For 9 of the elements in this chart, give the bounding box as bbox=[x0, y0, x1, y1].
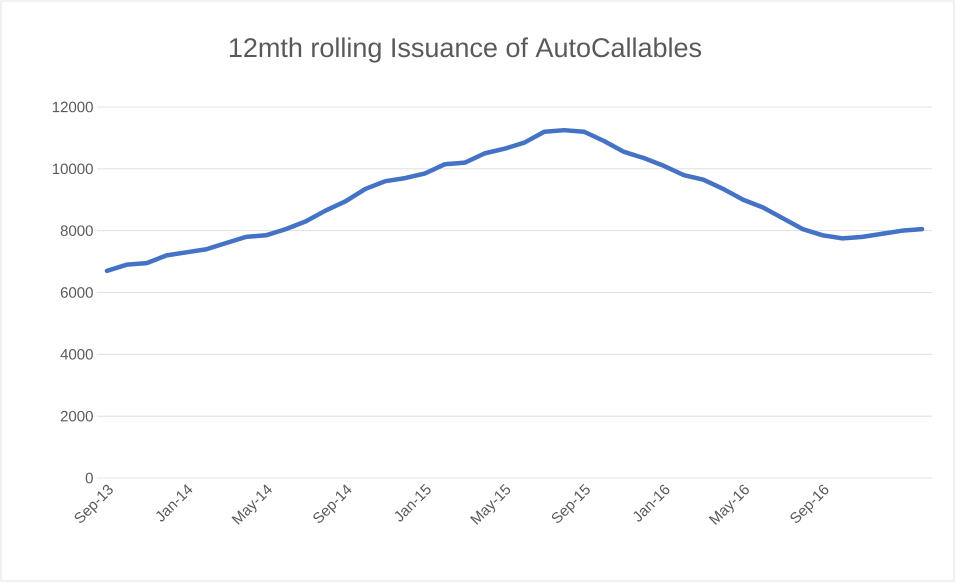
y-tick-label: 12000 bbox=[52, 102, 93, 112]
y-tick-label: 8000 bbox=[60, 225, 93, 236]
line-series bbox=[104, 128, 924, 274]
y-tick-label: 6000 bbox=[60, 287, 93, 298]
y-tick-label: 4000 bbox=[60, 349, 93, 360]
y-tick-label: 2000 bbox=[60, 410, 93, 422]
chart-title: 12mth rolling Issuance of AutoCallables bbox=[230, 37, 702, 63]
y-tick-label: 10000 bbox=[52, 164, 93, 174]
y-tick-label: 0 bbox=[86, 472, 93, 484]
